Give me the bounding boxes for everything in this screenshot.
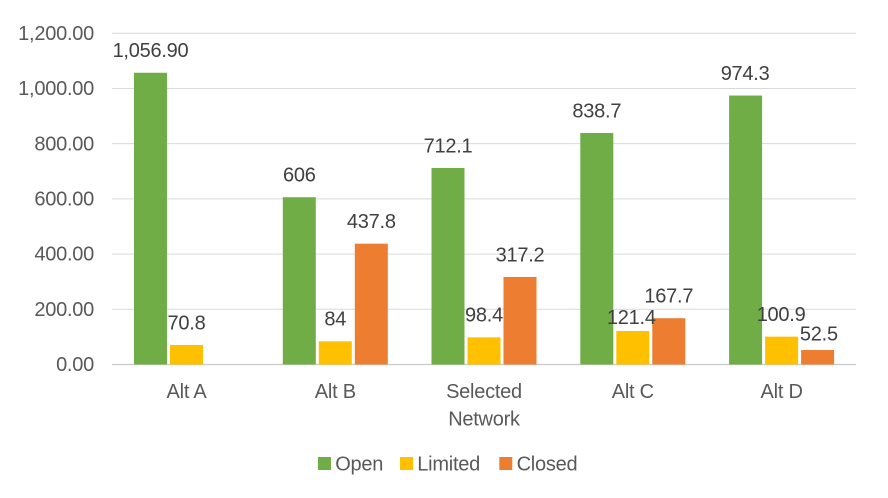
svg-text:100.9: 100.9 — [757, 304, 806, 326]
svg-text:Open: Open — [335, 454, 383, 476]
svg-text:Limited: Limited — [417, 454, 480, 476]
svg-text:167.7: 167.7 — [644, 286, 693, 308]
svg-text:800.00: 800.00 — [34, 133, 94, 155]
svg-text:Alt B: Alt B — [315, 381, 356, 403]
svg-text:974.3: 974.3 — [721, 63, 770, 85]
svg-text:1,200.00: 1,200.00 — [18, 23, 94, 45]
svg-text:Alt A: Alt A — [167, 381, 208, 403]
svg-text:317.2: 317.2 — [496, 244, 545, 266]
svg-text:52.5: 52.5 — [800, 324, 838, 346]
svg-text:712.1: 712.1 — [424, 135, 473, 157]
svg-text:1,056.90: 1,056.90 — [113, 40, 189, 62]
svg-text:200.00: 200.00 — [34, 299, 94, 321]
svg-text:Selected: Selected — [446, 381, 522, 403]
svg-text:437.8: 437.8 — [347, 211, 396, 233]
svg-text:Closed: Closed — [517, 454, 578, 476]
svg-text:606: 606 — [283, 165, 316, 187]
svg-text:400.00: 400.00 — [34, 244, 94, 266]
svg-text:70.8: 70.8 — [168, 312, 206, 334]
svg-text:1,000.00: 1,000.00 — [18, 78, 94, 100]
svg-text:Network: Network — [448, 409, 521, 431]
svg-text:Alt D: Alt D — [761, 381, 803, 403]
svg-text:838.7: 838.7 — [572, 100, 621, 122]
svg-text:0.00: 0.00 — [56, 354, 94, 376]
svg-text:84: 84 — [324, 309, 346, 331]
svg-text:121.4: 121.4 — [607, 307, 656, 329]
svg-text:Alt C: Alt C — [612, 381, 654, 403]
svg-text:98.4: 98.4 — [465, 305, 503, 327]
svg-text:600.00: 600.00 — [34, 188, 94, 210]
